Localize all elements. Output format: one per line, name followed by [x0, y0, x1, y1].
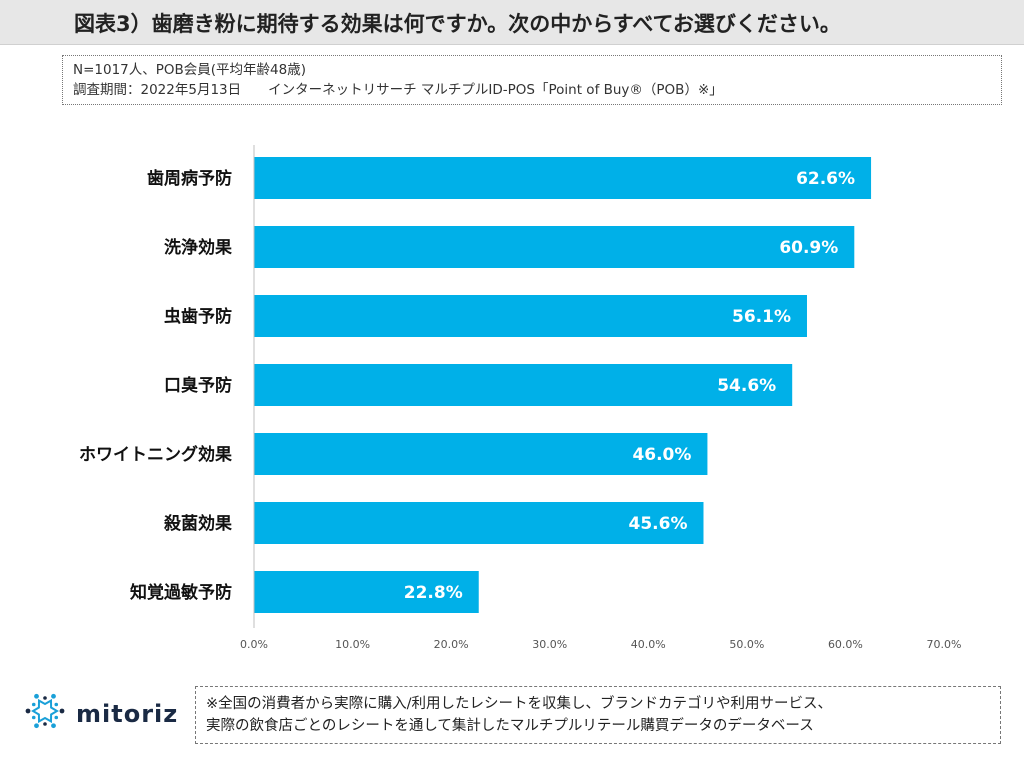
value-label: 54.6%	[717, 376, 776, 396]
logo-dot	[51, 723, 56, 729]
footnote-box: ※全国の消費者から実際に購入/利用したレシートを収集し、ブランドカテゴリや利用サ…	[195, 686, 1001, 744]
value-label: 62.6%	[796, 169, 855, 189]
footnote-line-1: ※全国の消費者から実際に購入/利用したレシートを収集し、ブランドカテゴリや利用サ…	[206, 696, 833, 712]
value-label: 60.9%	[779, 238, 838, 258]
logo-dot	[43, 696, 47, 700]
category-label: ホワイトニング効果	[79, 444, 232, 465]
bar	[254, 364, 793, 406]
x-tick-label: 50.0%	[729, 638, 764, 651]
page-title: 図表3）歯磨き粉に期待する効果は何ですか。次の中からすべてお選びください。	[74, 12, 841, 36]
footnote-line-2: 実際の飲食店ごとのレシートを通して集計したマルチプルリテール購買データのデータベ…	[206, 718, 814, 734]
x-tick-label: 10.0%	[335, 638, 370, 651]
bar	[254, 295, 807, 337]
logo-dot	[51, 693, 56, 699]
logo-dot	[31, 702, 36, 707]
logo-text: mitoriz	[76, 700, 179, 728]
bar-chart: 歯周病予防 62.6% 洗浄効果 60.9% 虫歯予防 56.1% 口臭予防 54.6% ホワイ…	[79, 145, 962, 651]
value-label: 46.0%	[632, 445, 691, 465]
category-label: 殺菌効果	[163, 513, 232, 534]
x-tick-label: 0.0%	[240, 638, 268, 651]
bar	[254, 571, 479, 613]
bar	[254, 502, 704, 544]
logo-star	[31, 698, 59, 724]
category-label: 知覚過敏予防	[129, 582, 232, 603]
x-tick-label: 60.0%	[828, 638, 863, 651]
x-tick-label: 40.0%	[631, 638, 666, 651]
logo-dot	[25, 708, 31, 714]
value-label: 22.8%	[404, 583, 463, 603]
x-tick-label: 70.0%	[927, 638, 962, 651]
survey-period-info: 調査期間：2022年5月13日 インターネットリサーチ マルチプルID-POS「…	[73, 82, 723, 98]
category-label: 洗浄効果	[164, 237, 232, 258]
category-label: 歯周病予防	[147, 168, 232, 189]
mitoriz-logo-icon	[25, 693, 65, 729]
logo-dot	[59, 708, 65, 714]
bar	[254, 433, 708, 475]
logo-dot	[54, 702, 59, 707]
survey-info-box: N=1017人、POB会員(平均年齢48歳) 調査期間：2022年5月13日 イ…	[62, 55, 1002, 105]
value-label: 56.1%	[732, 307, 791, 327]
x-tick-label: 20.0%	[434, 638, 469, 651]
bar	[254, 157, 872, 199]
sample-info: N=1017人、POB会員(平均年齢48歳)	[73, 62, 307, 78]
category-label: 口臭予防	[164, 375, 232, 396]
category-label: 虫歯予防	[164, 306, 232, 327]
logo-dot	[34, 723, 39, 729]
title-bar: 図表3）歯磨き粉に期待する効果は何ですか。次の中からすべてお選びください。	[0, 0, 1024, 45]
bar	[254, 226, 855, 268]
x-tick-label: 30.0%	[532, 638, 567, 651]
value-label: 45.6%	[629, 514, 688, 534]
logo-dot	[34, 693, 39, 699]
logo-dot	[43, 722, 47, 726]
logo-dot	[54, 715, 59, 720]
logo-dot	[31, 715, 36, 720]
